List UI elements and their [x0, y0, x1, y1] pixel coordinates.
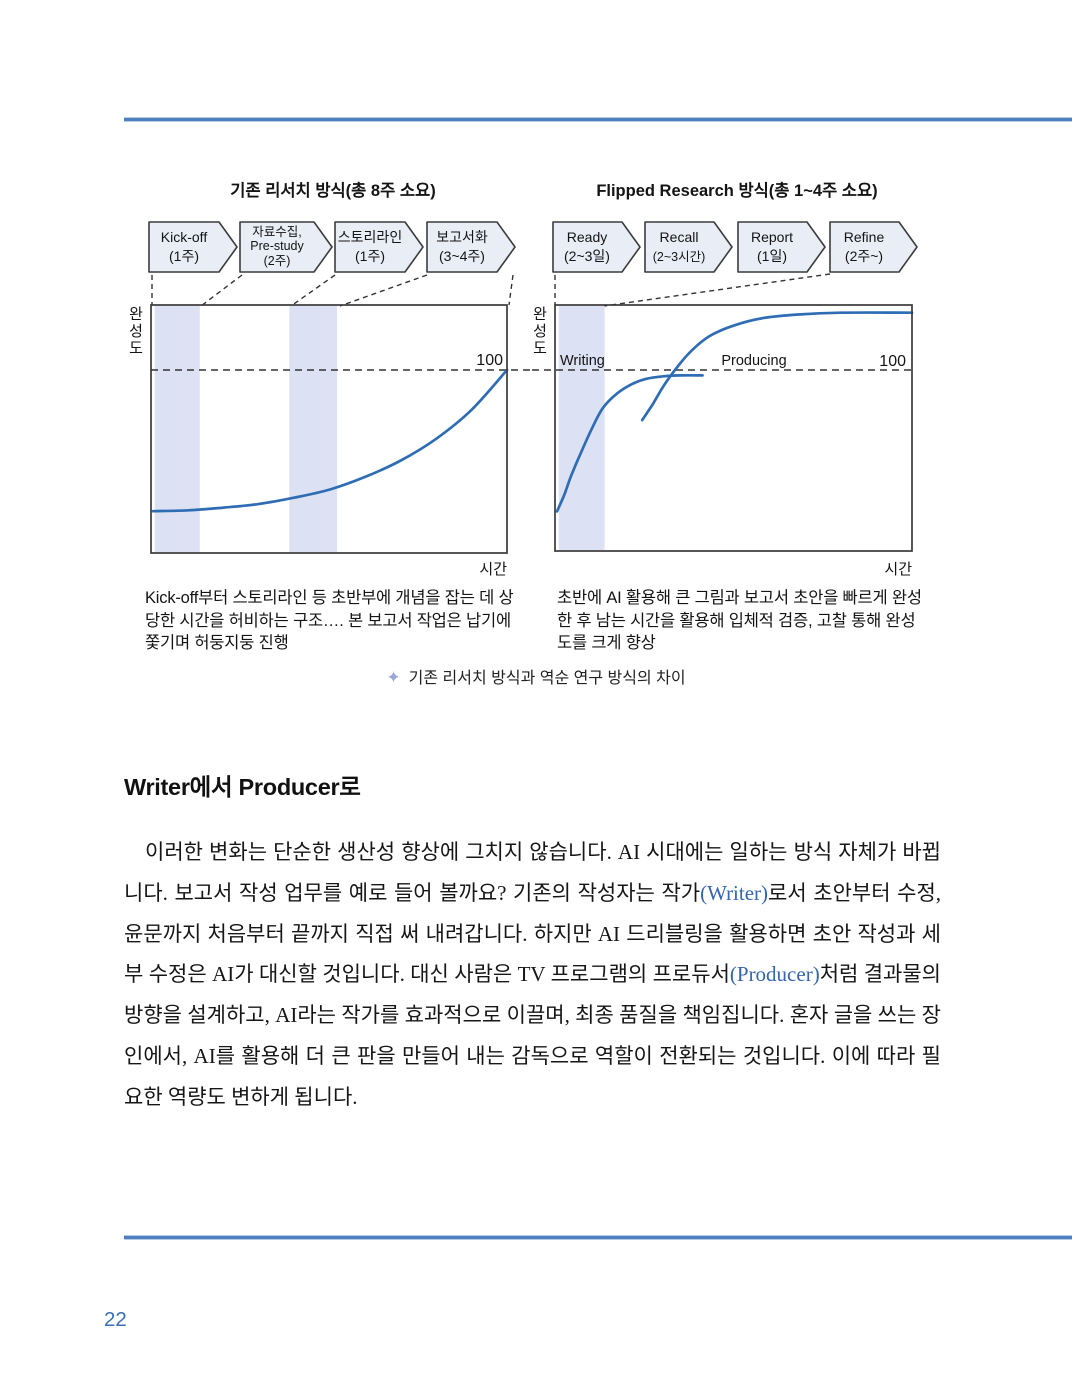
bottom-rule [124, 1236, 1072, 1239]
step-arrow [552, 221, 641, 273]
left-plot-border [150, 304, 508, 554]
step-label: (2~3시간) [653, 250, 706, 264]
left-y-axis-label: 완 성 도 [129, 306, 143, 357]
step-label: (1주) [169, 248, 199, 264]
top-rule [124, 118, 1072, 121]
figure-caption: ✦ 기존 리서치 방식과 역순 연구 방식의 차이 [0, 664, 1072, 688]
step-label: 스토리라인 [338, 229, 402, 245]
step-label: (2~3일) [564, 248, 610, 264]
producing-label: Producing [721, 353, 786, 369]
right-chart-note: 초반에 AI 활용해 큰 그림과 보고서 초안을 빠르게 완성한 후 남는 시간… [557, 589, 922, 652]
writing-label: Writing [560, 353, 605, 369]
body-paragraph: 이러한 변화는 단순한 생산성 향상에 그치지 않습니다. AI 시대에는 일하… [124, 832, 941, 1118]
step-arrow [426, 221, 516, 273]
right-x-axis-label: 시간 [884, 561, 912, 578]
step-label: Report [751, 229, 793, 245]
writing-curve [555, 373, 704, 513]
left-x-axis-label: 시간 [479, 561, 507, 578]
paragraph-segment: 이러한 변화는 단순한 생산성 향상에 그치지 않습니다. AI 시대에는 일하… [124, 840, 941, 905]
left-chart-svg: 기존 리서치 방식(총 8주 소요) Kick-off (1주) 자료수집, P… [129, 181, 532, 578]
left-phase-bands [154, 306, 338, 552]
right-plot-border [554, 304, 913, 552]
section-heading: Writer에서 Producer로 [124, 774, 361, 800]
step-label: Refine [844, 229, 885, 245]
step-arrow [737, 221, 826, 273]
step-label: (3~4주) [439, 248, 485, 264]
svg-text:완: 완 [129, 306, 143, 323]
step-label: (1주) [355, 248, 385, 264]
step-arrow [148, 221, 238, 273]
left-ref-label: 100 [476, 352, 503, 369]
step-label: Pre-study [250, 239, 304, 253]
svg-text:도: 도 [533, 340, 547, 357]
step-arrow [644, 221, 733, 273]
page-number: 22 [104, 1308, 127, 1331]
svg-text:도: 도 [129, 340, 143, 357]
paragraph-segment: 로서 초안부터 수정, 윤문까지 처음부터 끝까지 직접 써 내려갑니다. 하지… [124, 880, 942, 987]
left-chart-title: 기존 리서치 방식(총 8주 소요) [230, 181, 435, 200]
svg-text:완: 완 [533, 306, 547, 323]
step-arrow [239, 221, 333, 273]
producer-term: (Producer) [729, 962, 820, 987]
right-connectors [554, 273, 831, 307]
svg-text:성: 성 [533, 323, 547, 340]
step-label: Kick-off [161, 229, 208, 245]
step-label: (2주~) [845, 248, 883, 264]
left-chart-note: Kick-off부터 스토리라인 등 초반부에 개념을 잡는 데 상당한 시간을… [145, 589, 514, 652]
right-chart-svg: Flipped Research 방식(총 1~4주 소요) Ready (2~… [532, 181, 918, 578]
step-arrow [334, 221, 424, 273]
step-label: 자료수집, [252, 225, 301, 239]
right-phase-band [558, 306, 605, 550]
left-process-steps: Kick-off (1주) 자료수집, Pre-study (2주) 스토리라인… [148, 221, 516, 273]
step-label: Recall [660, 229, 699, 245]
step-label: Ready [567, 229, 607, 245]
step-label: 보고서화 [436, 229, 488, 245]
step-label: (1일) [757, 248, 787, 264]
producing-curve [640, 311, 914, 422]
left-completion-curve [151, 368, 509, 513]
right-process-steps: Ready (2~3일) Recall (2~3시간) Report (1일) … [552, 221, 918, 273]
step-label: (2주) [264, 254, 291, 268]
left-connectors [151, 274, 514, 307]
right-ref-label: 100 [879, 353, 906, 370]
right-y-axis-label: 완 성 도 [533, 306, 547, 357]
right-chart-title: Flipped Research 방식(총 1~4주 소요) [596, 181, 877, 200]
figure-caption-text: 기존 리서치 방식과 역순 연구 방식의 차이 [408, 670, 686, 687]
svg-text:성: 성 [129, 323, 143, 340]
four-pointed-star-icon: ✦ [386, 668, 401, 687]
step-arrow [829, 221, 918, 273]
writer-term: (Writer) [700, 880, 769, 905]
paragraph-segment: 처럼 결과물의 방향을 설계하고, AI라는 작가를 효과적으로 이끌며, 최종… [124, 962, 942, 1109]
